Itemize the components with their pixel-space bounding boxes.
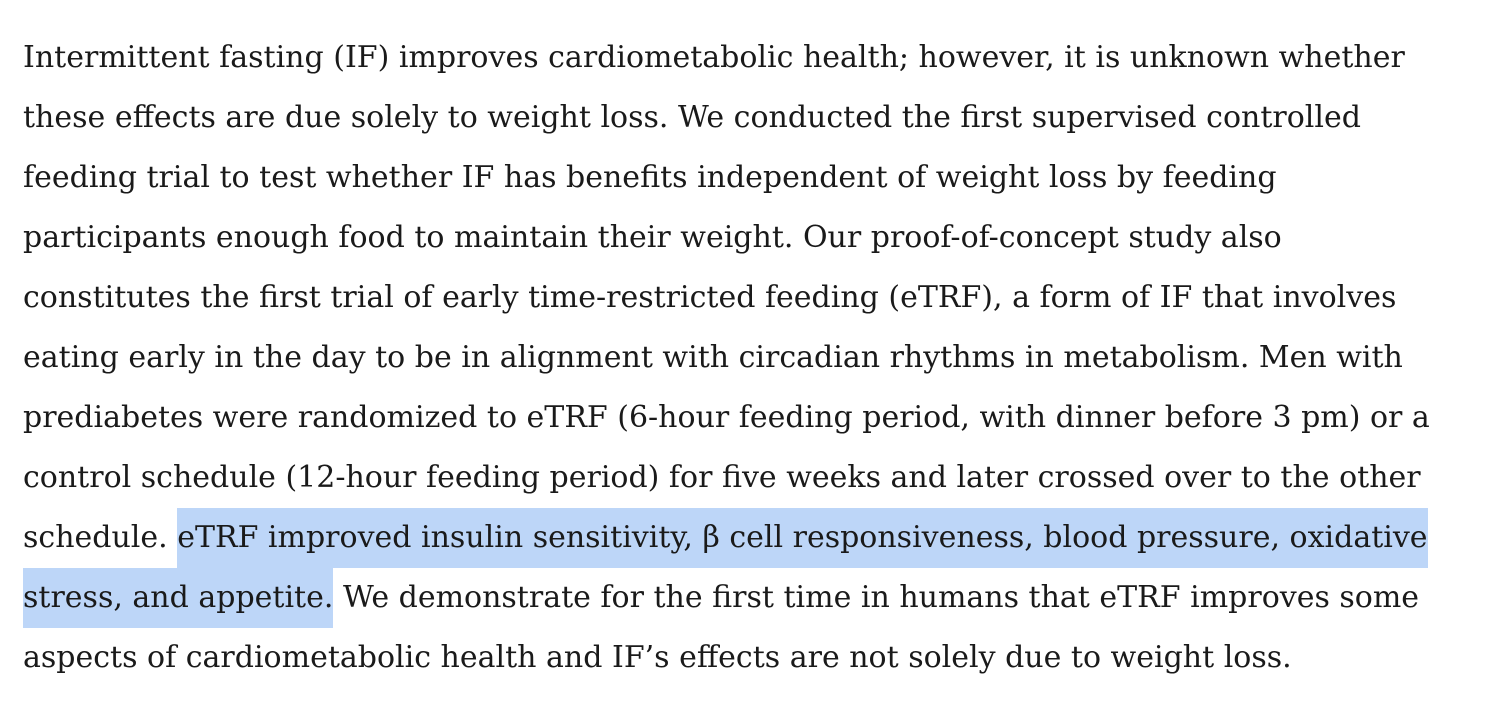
text: schedule. (23, 520, 178, 555)
text-line: prediabetes were randomized to eTRF (6-h… (23, 388, 1503, 448)
selected-text: stress, and appetite. (23, 568, 334, 628)
selected-text: eTRF improved insulin sensitivity, β cel… (177, 508, 1428, 568)
text: Intermittent fasting (IF) improves cardi… (23, 40, 1405, 75)
text: feeding trial to test whether IF has ben… (23, 160, 1277, 195)
text-line: constitutes the first trial of early tim… (23, 268, 1503, 328)
text-line: schedule. eTRF improved insulin sensitiv… (23, 508, 1503, 568)
text-line: aspects of cardiometabolic health and IF… (23, 628, 1503, 688)
text: constitutes the first trial of early tim… (23, 280, 1397, 315)
text-line: participants enough food to maintain the… (23, 208, 1503, 268)
text: these effects are due solely to weight l… (23, 100, 1361, 135)
text: eating early in the day to be in alignme… (23, 340, 1403, 375)
text: participants enough food to maintain the… (23, 220, 1282, 255)
text-line: stress, and appetite. We demonstrate for… (23, 568, 1503, 628)
text-line: control schedule (12-hour feeding period… (23, 448, 1503, 508)
text: aspects of cardiometabolic health and IF… (23, 640, 1292, 675)
text-line: Intermittent fasting (IF) improves cardi… (23, 28, 1503, 88)
text: prediabetes were randomized to eTRF (6-h… (23, 400, 1430, 435)
text-line: these effects are due solely to weight l… (23, 88, 1503, 148)
text: control schedule (12-hour feeding period… (23, 460, 1421, 495)
text-line: feeding trial to test whether IF has ben… (23, 148, 1503, 208)
text: We demonstrate for the first time in hum… (333, 580, 1420, 615)
text-line: eating early in the day to be in alignme… (23, 328, 1503, 388)
abstract-paragraph: Intermittent fasting (IF) improves cardi… (23, 28, 1503, 688)
